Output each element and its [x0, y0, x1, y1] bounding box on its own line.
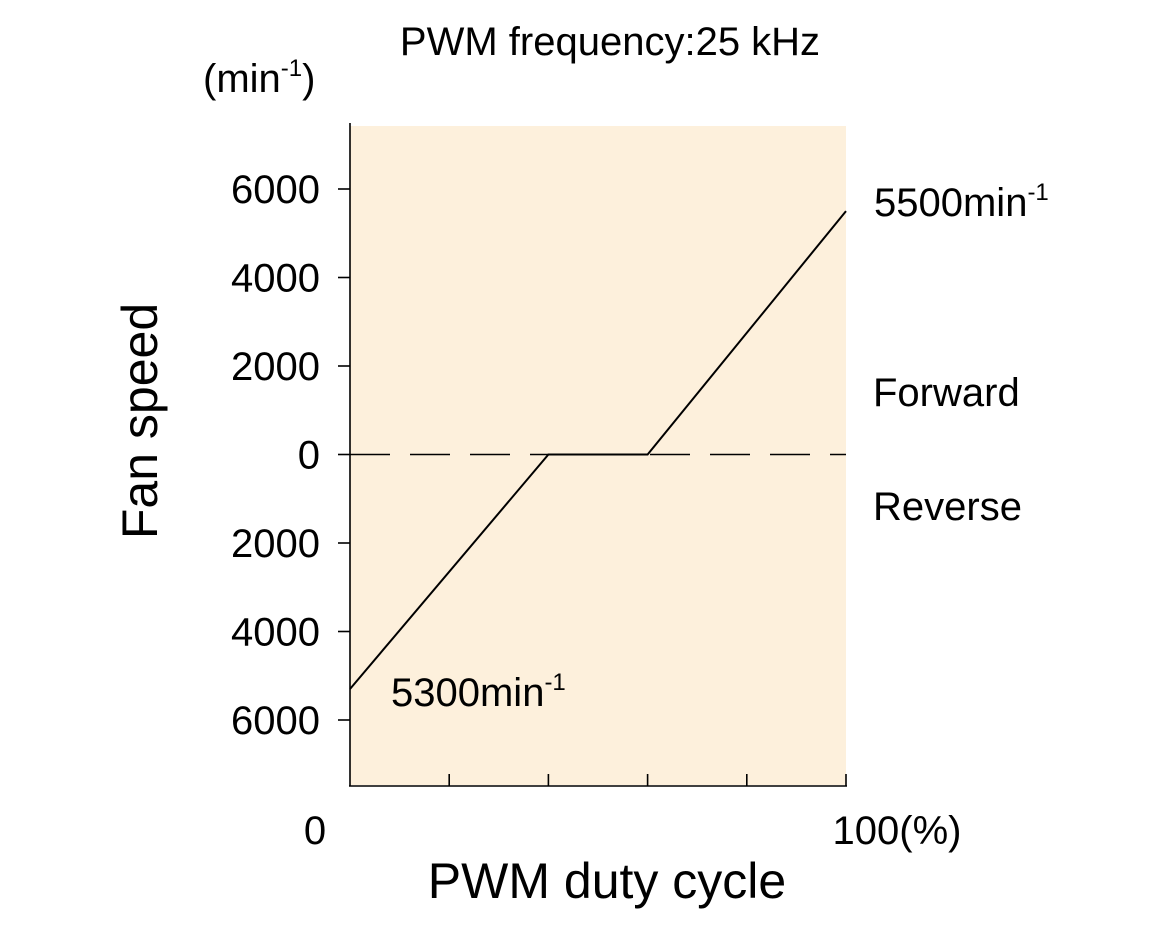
series-line: [349, 210, 847, 690]
y-tick-label: 6000: [231, 168, 320, 212]
max-forward-annotation: 5500min-1: [874, 179, 1049, 225]
x-tick-label: 0: [304, 809, 326, 853]
max-reverse-annotation: 5300min-1: [391, 669, 566, 715]
x-tick-label: 100(%): [833, 809, 962, 853]
chart-title: PWM frequency:25 kHz: [400, 20, 820, 64]
y-unit-label: (min-1): [203, 55, 315, 101]
y-tick-label: 0: [298, 434, 320, 478]
y-tick-label: 4000: [231, 611, 320, 655]
y-tick-label: 4000: [231, 257, 320, 301]
reverse-label: Reverse: [873, 485, 1022, 529]
y-tick-label: 2000: [231, 522, 320, 566]
y-ticks: 6000 4000 2000 0 2000 4000 6000: [231, 168, 350, 743]
x-axis-title: PWM duty cycle: [428, 853, 786, 909]
x-ticks: 0 100(%): [304, 774, 962, 853]
y-axis-title: Fan speed: [112, 303, 168, 539]
y-tick-label: 6000: [231, 699, 320, 743]
forward-label: Forward: [873, 371, 1020, 415]
series-lines: [349, 210, 847, 690]
y-tick-label: 2000: [231, 345, 320, 389]
